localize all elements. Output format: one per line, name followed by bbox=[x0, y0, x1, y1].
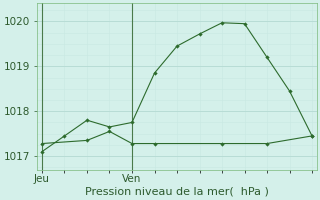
X-axis label: Pression niveau de la mer(  hPa ): Pression niveau de la mer( hPa ) bbox=[85, 187, 269, 197]
